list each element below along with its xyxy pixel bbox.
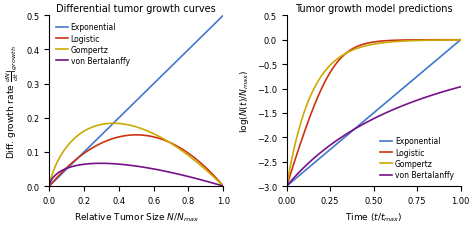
Y-axis label: $\log(N(t)/N_{max})$: $\log(N(t)/N_{max})$ — [238, 70, 251, 133]
X-axis label: Relative Tumor Size $N/N_{max}$: Relative Tumor Size $N/N_{max}$ — [73, 210, 199, 223]
Title: Differential tumor growth curves: Differential tumor growth curves — [56, 4, 216, 14]
X-axis label: Time $(t/t_{max})$: Time $(t/t_{max})$ — [345, 210, 402, 223]
Title: Tumor growth model predictions: Tumor growth model predictions — [295, 4, 453, 14]
Y-axis label: Diff. growth rate $\frac{dN}{dt}|_{growth}$: Diff. growth rate $\frac{dN}{dt}|_{growt… — [4, 45, 21, 158]
Legend: Exponential, Logistic, Gompertz, von Bertalanffy: Exponential, Logistic, Gompertz, von Ber… — [377, 134, 457, 183]
Legend: Exponential, Logistic, Gompertz, von Bertalanffy: Exponential, Logistic, Gompertz, von Ber… — [53, 20, 133, 69]
